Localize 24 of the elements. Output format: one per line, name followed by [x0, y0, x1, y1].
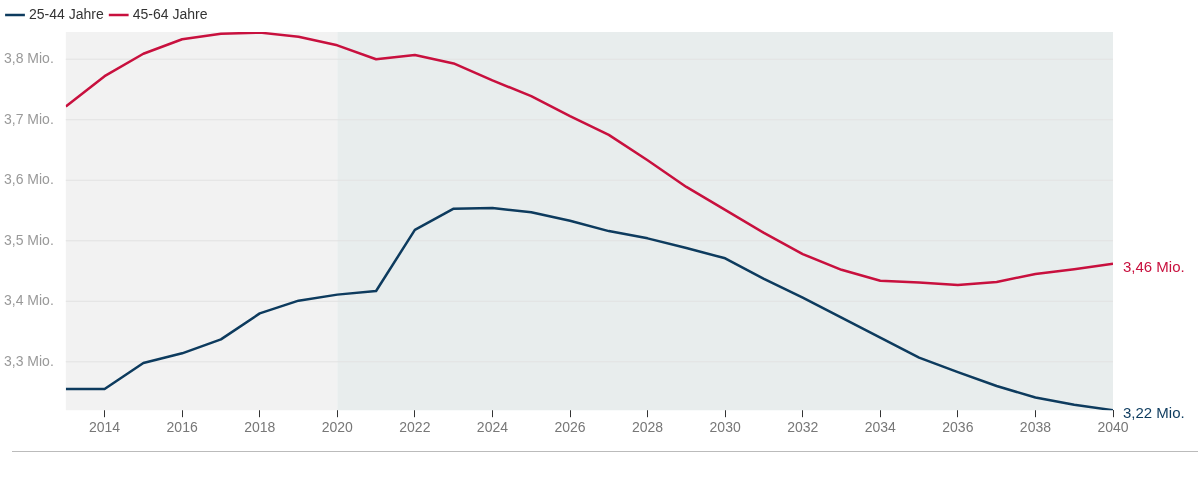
x-tick-label: 2032 [787, 419, 819, 436]
y-tick-label: 3,6 Mio. [3, 171, 54, 188]
x-tick-label: 2022 [399, 419, 431, 436]
x-tick-label: 2038 [1019, 419, 1052, 436]
x-tick-label: 2034 [864, 419, 897, 436]
x-tick-label: 2026 [554, 419, 586, 436]
y-tick-label: 3,3 Mio. [3, 352, 54, 369]
y-tick-label: 3,4 Mio. [3, 292, 54, 309]
x-tick-label: 2016 [166, 419, 198, 436]
annotation: 3,22 Mio. [1123, 404, 1185, 422]
x-tick-label: 2036 [942, 419, 974, 436]
x-tick-label: 2014 [89, 419, 121, 436]
y-tick-label: 3,8 Mio. [3, 50, 54, 67]
x-tick-label: 2028 [632, 419, 664, 436]
legend-label: 45-64 Jahre [132, 5, 208, 22]
y-tick-label: 3,5 Mio. [3, 231, 54, 248]
x-tick-label: 2018 [244, 419, 276, 436]
legend-label: 25-44 Jahre [29, 5, 104, 22]
x-tick-label: 2030 [709, 419, 741, 436]
y-tick-label: 3,7 Mio. [3, 110, 54, 127]
x-tick-label: 2024 [476, 419, 509, 436]
x-tick-label: 2020 [321, 419, 354, 436]
x-tick-label: 2040 [1097, 419, 1129, 436]
annotation: 3,46 Mio. [1123, 257, 1185, 275]
